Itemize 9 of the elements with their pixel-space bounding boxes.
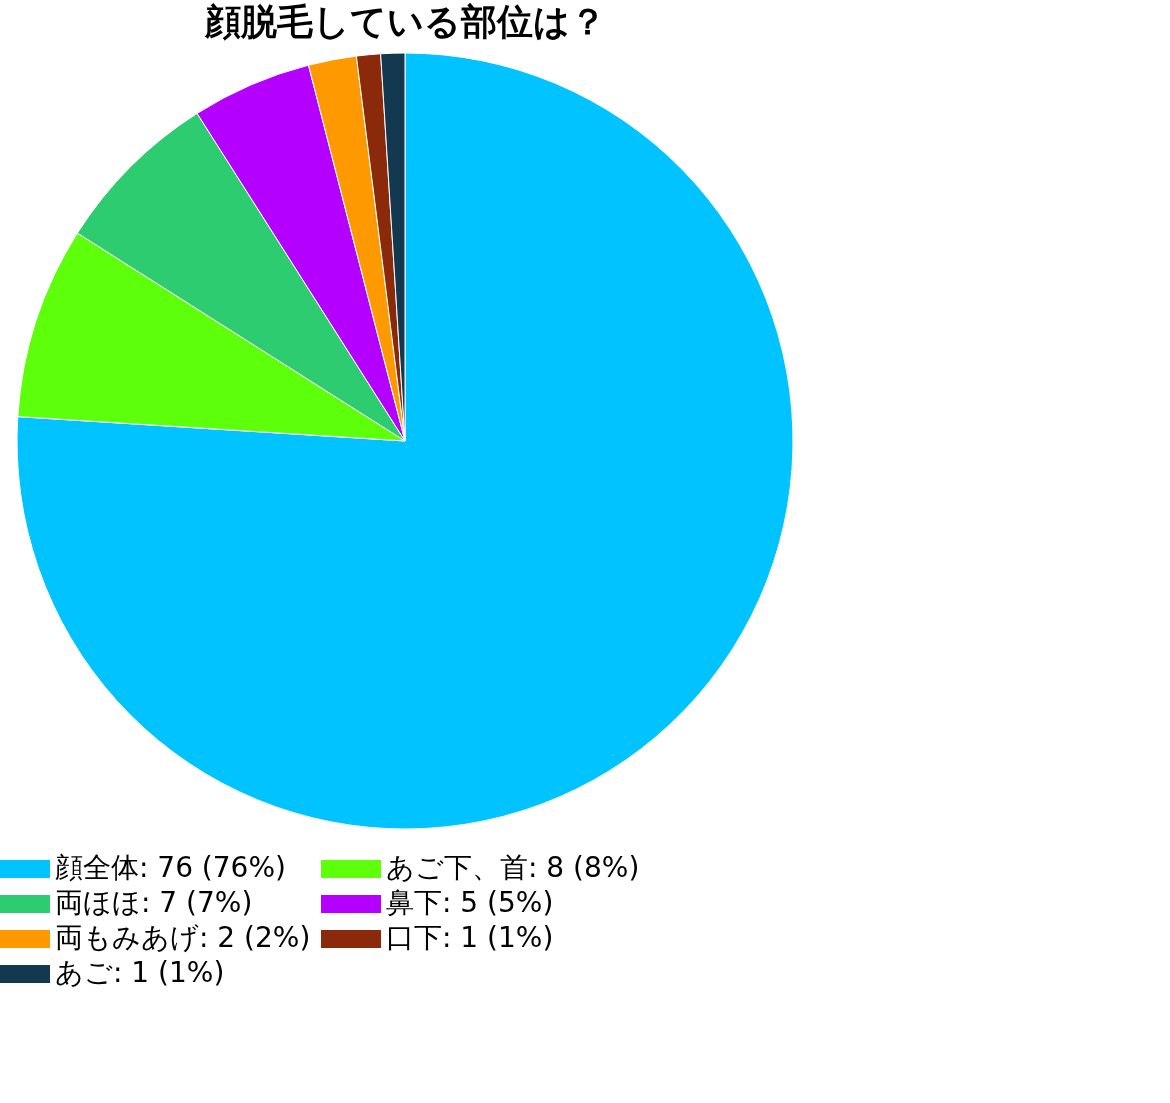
pie-slice (17, 52, 794, 830)
legend-label: 口下: 1 (1%) (386, 921, 554, 954)
legend-label: あご下、首: 8 (8%) (386, 851, 640, 884)
legend-label: 鼻下: 5 (5%) (386, 886, 554, 919)
legend-label: 顔全体: 76 (76%) (55, 851, 286, 884)
legend-label: あご: 1 (1%) (55, 956, 225, 989)
legend-label: 両ほほ: 7 (7%) (55, 886, 253, 919)
chart-title: 顔脱毛している部位は？ (203, 1, 606, 42)
legend-label: 両もみあげ: 2 (2%) (55, 921, 311, 954)
